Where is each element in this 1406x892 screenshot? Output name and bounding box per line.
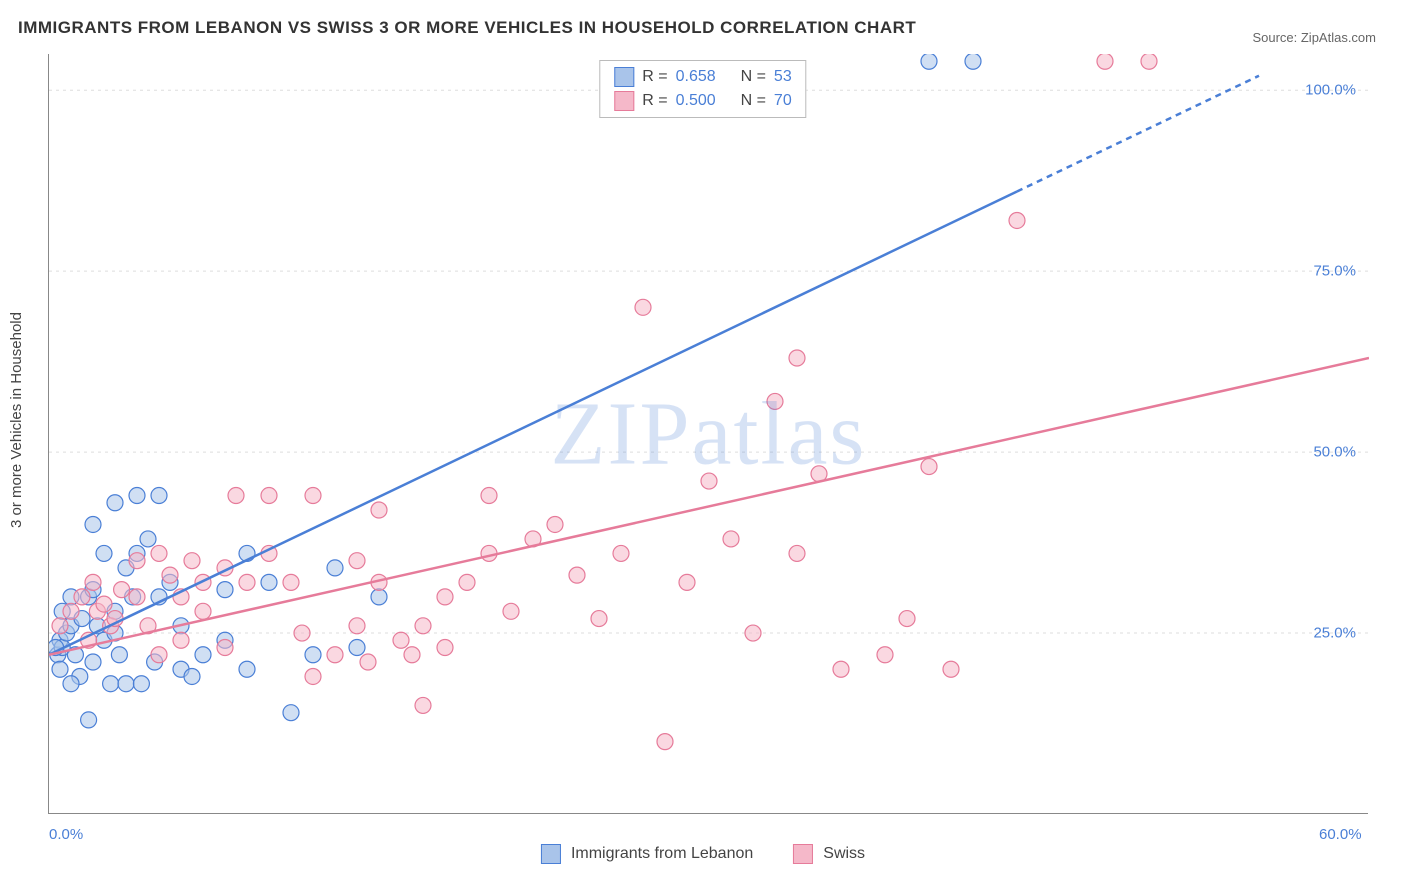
legend-item-lebanon: Immigrants from Lebanon: [541, 844, 753, 864]
ytick-label: 100.0%: [1305, 82, 1356, 99]
series-legend: Immigrants from Lebanon Swiss: [541, 844, 865, 864]
n-value-lebanon: 53: [774, 68, 792, 86]
legend-row-lebanon: R = 0.658 N = 53: [614, 65, 791, 89]
source-attribution: Source: ZipAtlas.com: [1252, 30, 1376, 45]
n-value-swiss: 70: [774, 92, 792, 110]
xtick-label: 60.0%: [1319, 826, 1362, 843]
ytick-label: 25.0%: [1313, 625, 1356, 642]
swatch-swiss-bottom: [793, 844, 813, 864]
r-value-swiss: 0.500: [676, 92, 716, 110]
legend-row-swiss: R = 0.500 N = 70: [614, 89, 791, 113]
swatch-lebanon-bottom: [541, 844, 561, 864]
y-axis-label: 3 or more Vehicles in Household: [8, 312, 25, 528]
r-label: R =: [642, 68, 667, 86]
ytick-label: 50.0%: [1313, 444, 1356, 461]
correlation-legend: R = 0.658 N = 53 R = 0.500 N = 70: [599, 60, 806, 118]
swatch-swiss: [614, 91, 634, 111]
xtick-label: 0.0%: [49, 826, 83, 843]
ytick-label: 75.0%: [1313, 263, 1356, 280]
source-label: Source:: [1252, 30, 1300, 45]
legend-label-swiss: Swiss: [823, 845, 865, 863]
scatter-svg: [49, 54, 1369, 814]
n-label: N =: [741, 92, 766, 110]
swatch-lebanon: [614, 67, 634, 87]
r-value-lebanon: 0.658: [676, 68, 716, 86]
source-name: ZipAtlas.com: [1301, 30, 1376, 45]
chart-plot-area: ZIPatlas 25.0%50.0%75.0%100.0%0.0%60.0%: [48, 54, 1368, 814]
legend-item-swiss: Swiss: [793, 844, 865, 864]
n-label: N =: [741, 68, 766, 86]
legend-label-lebanon: Immigrants from Lebanon: [571, 845, 753, 863]
r-label: R =: [642, 92, 667, 110]
chart-title: IMMIGRANTS FROM LEBANON VS SWISS 3 OR MO…: [18, 18, 916, 38]
